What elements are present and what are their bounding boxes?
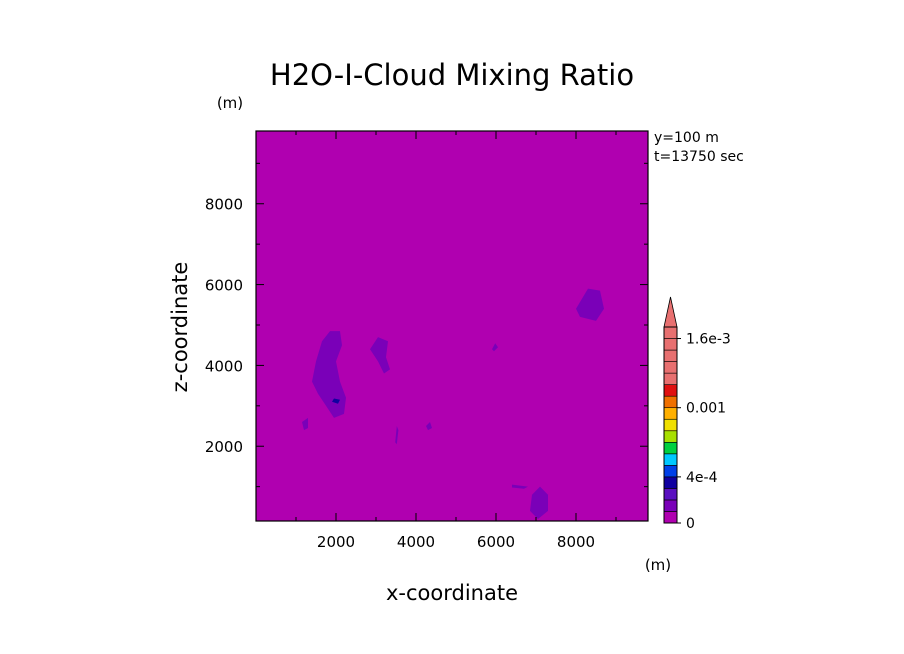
colorbar-tick-label: 1.6e-3 [686,332,731,348]
x-unit-label: (m) [645,556,671,574]
contour-region-1 [332,398,340,404]
contour-region-5 [302,417,308,431]
colorbar-bin-3 [663,476,678,489]
y-tick-label: 2000 [205,438,243,456]
contour-region-9 [395,426,399,445]
colorbar-bin-0 [663,511,678,524]
colorbar-bin-8 [663,418,678,432]
contour-region-3 [576,288,604,321]
colorbar-tick-label: 0 [686,516,695,532]
field-background [256,131,648,521]
contour-region-7 [492,343,498,352]
colorbar-bin-11 [663,384,678,397]
colorbar-bin-5 [663,453,678,466]
x-tick-label: 4000 [397,533,435,551]
plot-area [255,130,649,522]
colorbar-bin-14 [663,349,678,362]
colorbar-bin-16 [663,326,678,339]
colorbar-bin-12 [663,372,678,385]
y-unit-label: (m) [217,94,243,112]
annotation-line-1: y=100 m [654,130,719,146]
x-tick-label: 8000 [557,533,595,551]
plot-frame [255,130,649,522]
y-tick-label: 8000 [205,196,243,214]
colorbar-bin-15 [663,338,678,351]
contour-region-2 [370,337,390,374]
colorbar-bin-4 [663,465,678,478]
colorbar-bin-1 [663,499,678,512]
colorbar-bin-2 [663,488,678,501]
contour-region-4 [530,486,548,519]
colorbar-bin-10 [663,395,678,409]
colorbar-tick-label: 4e-4 [686,470,718,486]
x-axis-ticks: 2000 4000 6000 8000 [295,131,617,551]
annotation-line-2: t=13750 sec [654,149,744,165]
x-tick-label: 2000 [317,533,355,551]
colorbar-bin-6 [663,441,678,455]
x-axis-label: x-coordinate [386,581,518,605]
colorbar-bin-7 [663,430,678,443]
colorbar-bin-13 [663,361,678,374]
colorbar-extend-max [663,296,678,328]
x-tick-label: 6000 [477,533,515,551]
contour-region-0 [312,331,346,418]
colorbar-frame [663,326,678,524]
colorbar: 0 4e-4 0.001 1.6e-3 [663,296,731,532]
y-axis-ticks: 2000 4000 6000 8000 [205,162,648,488]
colorbar-bin-9 [663,407,678,420]
chart-title: H2O-I-Cloud Mixing Ratio [270,58,634,92]
y-axis-label: z-coordinate [168,262,192,393]
contour-region-8 [512,484,528,489]
colorbar-tick-label: 0.001 [686,401,726,417]
y-tick-label: 4000 [205,357,243,375]
contour-region-6 [426,422,432,431]
y-tick-label: 6000 [205,277,243,295]
